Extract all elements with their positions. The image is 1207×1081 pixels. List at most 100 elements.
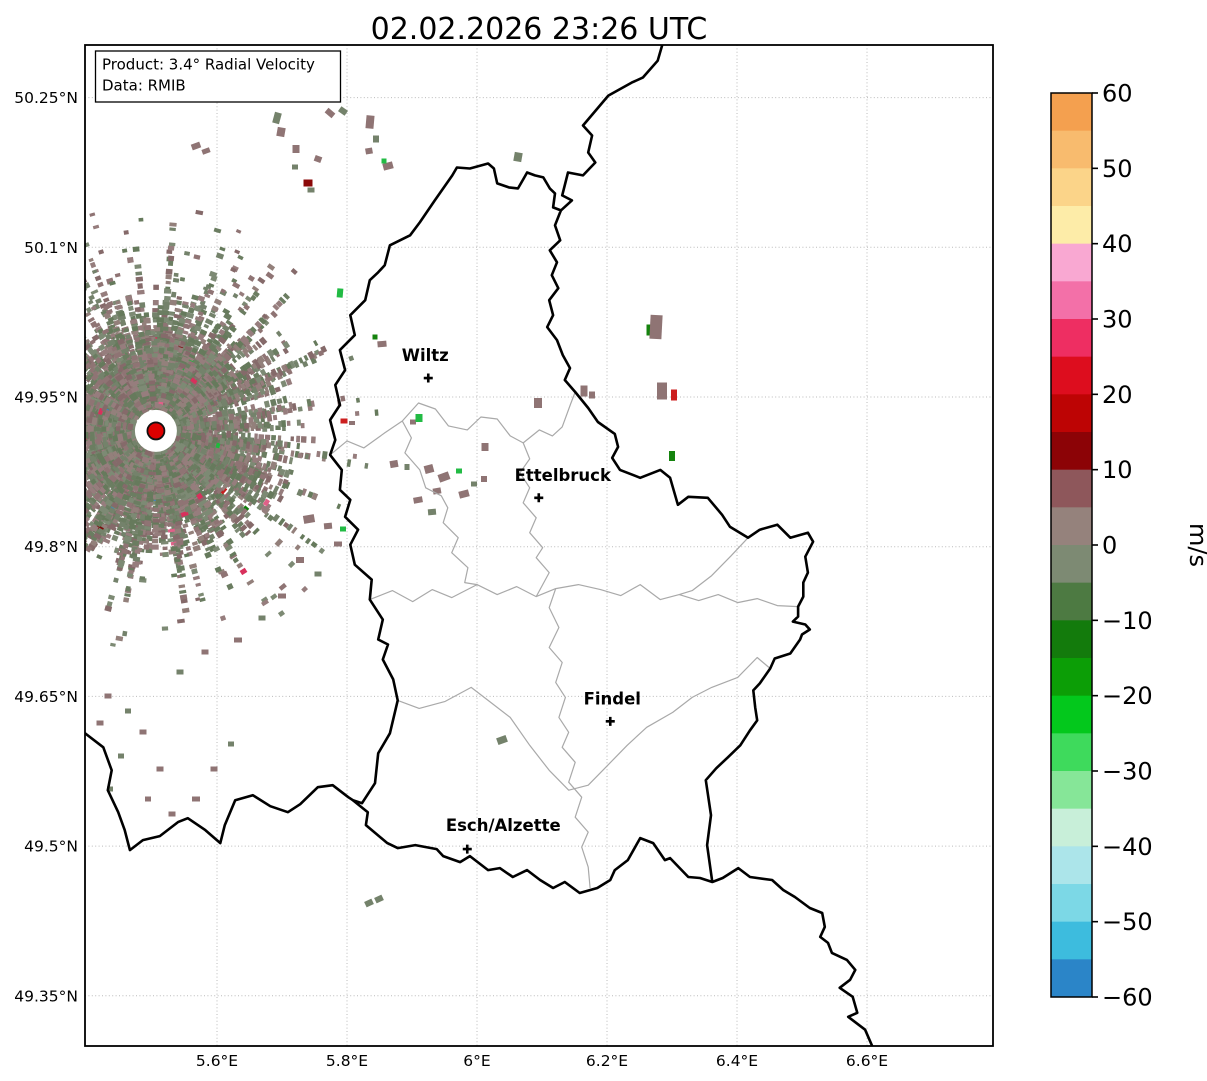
velocity-cell (272, 414, 278, 421)
velocity-cell (104, 605, 113, 612)
velocity-cell (296, 442, 301, 450)
velocity-cell (151, 539, 159, 544)
velocity-cell (137, 283, 143, 289)
velocity-cell (151, 544, 159, 550)
velocity-cell (124, 593, 131, 598)
velocity-cell (276, 398, 283, 405)
velocity-cell (152, 312, 160, 318)
velocity-cell (179, 277, 186, 282)
velocity-cell (162, 546, 168, 551)
velocity-cell (160, 540, 169, 545)
velocity-cell (162, 304, 170, 310)
velocity-cell (153, 491, 159, 496)
velocity-cell (90, 506, 97, 513)
velocity-cell (232, 516, 241, 525)
velocity-cell (287, 360, 296, 370)
velocity-cell (152, 316, 160, 321)
velocity-cell (153, 508, 160, 512)
velocity-cell (237, 254, 244, 261)
velocity-cell (204, 318, 214, 326)
velocity-cell (321, 450, 328, 460)
velocity-cell (239, 524, 248, 532)
velocity-cell (301, 360, 309, 368)
velocity-cell (271, 434, 277, 441)
velocity-cell (254, 433, 258, 440)
velocity-cell (288, 401, 294, 410)
timestamp-title: 02.02.2026 23:26 UTC (371, 12, 708, 47)
velocity-cell (251, 344, 259, 352)
velocity-cell (152, 300, 159, 306)
velocity-cell (257, 407, 263, 414)
velocity-cell (286, 407, 293, 414)
velocity-cell (165, 268, 173, 275)
velocity-cell (152, 519, 161, 523)
velocity-cell (263, 512, 270, 518)
velocity-cell (170, 291, 177, 298)
velocity-cell (215, 252, 225, 260)
velocity-cell (290, 436, 295, 442)
velocity-cell (280, 446, 285, 452)
velocity-cell (340, 395, 346, 402)
velocity-cell (143, 544, 150, 550)
velocity-cell (123, 597, 130, 603)
velocity-cell (208, 312, 217, 319)
velocity-cell (247, 274, 255, 282)
velocity-cell (182, 523, 189, 529)
velocity-cell (134, 264, 142, 269)
velocity-cell (231, 522, 239, 530)
velocity-cell (153, 284, 159, 290)
velocity-cell (300, 488, 308, 496)
velocity-cell (282, 455, 289, 464)
velocity-cell (155, 527, 162, 531)
velocity-cell (158, 523, 165, 529)
velocity-cell (255, 340, 263, 349)
velocity-cell (113, 577, 119, 583)
velocity-cell (165, 280, 171, 285)
velocity-cell (132, 246, 140, 253)
velocity-cell (336, 503, 342, 510)
velocity-cell (85, 354, 89, 363)
velocity-cell (236, 520, 244, 528)
velocity-cell (85, 514, 91, 523)
velocity-cell (226, 583, 234, 591)
velocity-cell (234, 525, 243, 534)
velocity-cell (181, 607, 190, 614)
velocity-cell (206, 503, 215, 511)
velocity-cell (157, 305, 164, 310)
velocity-cell (183, 251, 191, 256)
velocity-cell (269, 398, 277, 407)
velocity-cell (162, 310, 169, 316)
velocity-cell (106, 600, 113, 608)
velocity-cell (276, 494, 284, 503)
velocity-cell (208, 533, 216, 541)
velocity-cell (219, 246, 226, 252)
gridlines (85, 45, 993, 1046)
velocity-cell (267, 514, 275, 522)
velocity-cell (106, 344, 114, 351)
velocity-cell (135, 276, 144, 282)
velocity-cell (136, 289, 145, 295)
velocity-cell (165, 274, 172, 280)
velocity-cell (152, 318, 159, 323)
radar-velocity-field (85, 106, 677, 908)
velocity-cell (270, 440, 275, 446)
velocity-cell (283, 441, 288, 449)
velocity-cell (258, 336, 268, 346)
velocity-cell (282, 407, 288, 415)
velocity-cell (166, 249, 173, 254)
velocity-cell (250, 403, 256, 412)
velocity-cell (291, 402, 297, 411)
velocity-cell (128, 311, 137, 317)
velocity-cell (243, 405, 249, 413)
velocity-cell (276, 404, 283, 412)
velocity-cell (160, 534, 168, 540)
velocity-cell (244, 529, 252, 537)
velocity-cell (310, 436, 316, 444)
velocity-cell (156, 317, 164, 323)
velocity-cell (288, 456, 294, 465)
velocity-cell (153, 325, 159, 329)
velocity-cell (300, 436, 307, 443)
velocity-cell (277, 478, 284, 487)
